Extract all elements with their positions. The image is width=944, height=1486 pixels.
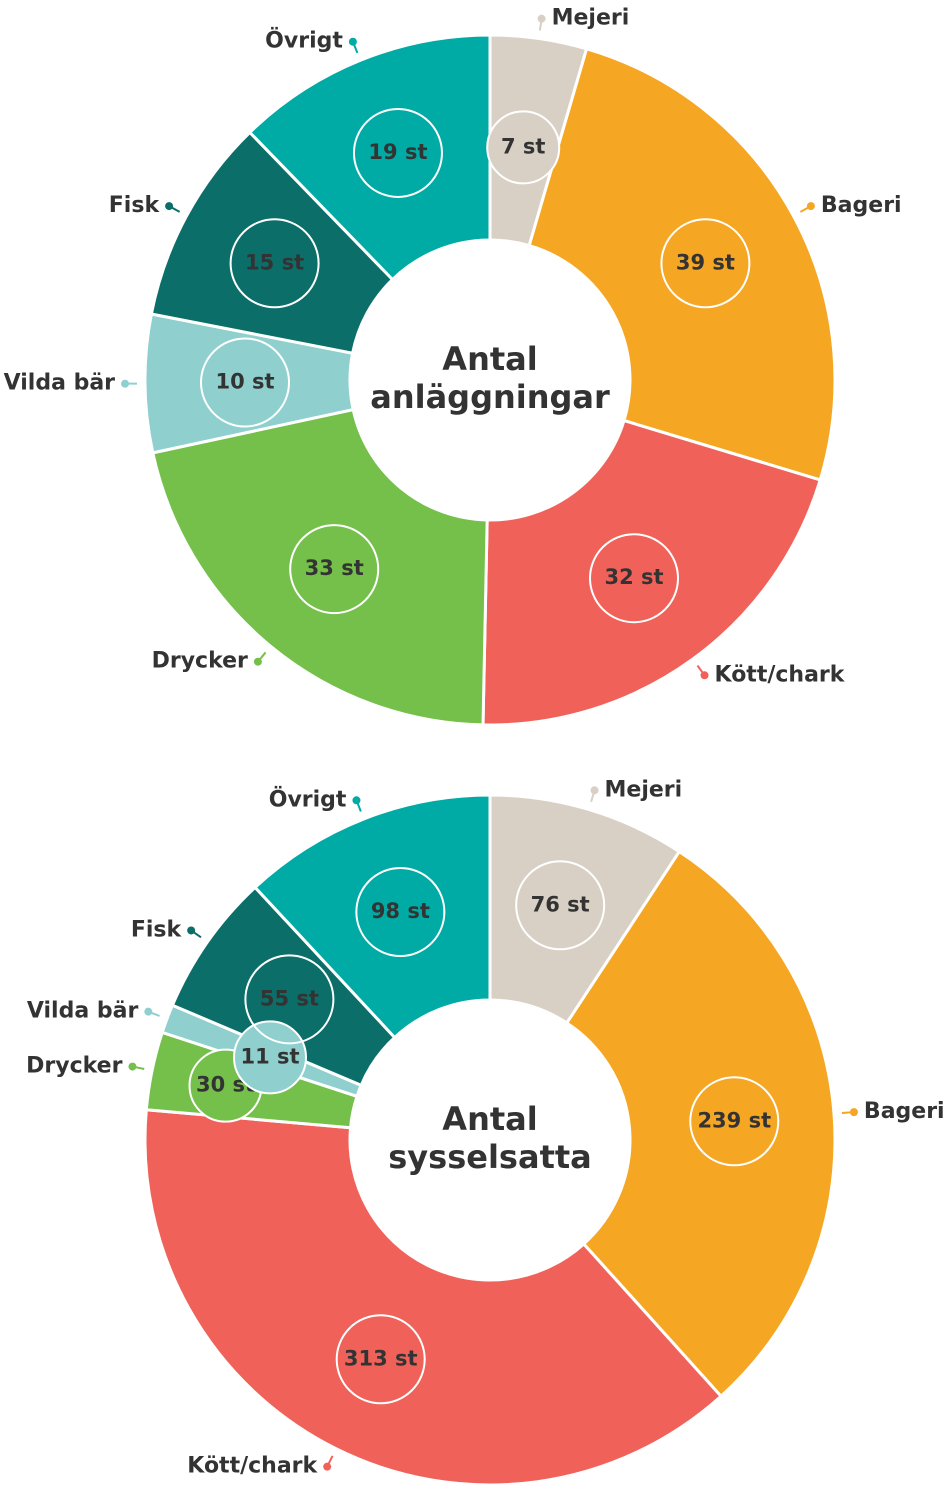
- slice: [150, 407, 489, 727]
- category-label: Mejeri: [552, 6, 630, 31]
- category-label: Kött/chark: [715, 662, 846, 687]
- slice: [143, 1108, 724, 1486]
- leader-dot: [700, 671, 709, 680]
- value-badge: [355, 866, 446, 957]
- leader-dot: [590, 786, 599, 795]
- chart-title: Antal sysselsatta: [388, 1100, 592, 1176]
- leader-dot: [253, 657, 262, 666]
- value-badge: [515, 860, 606, 951]
- leader-dot: [144, 1007, 153, 1016]
- chart-title: Antal anläggningar: [370, 340, 610, 416]
- value-label: 7 st: [501, 134, 545, 158]
- value-badge: [589, 533, 680, 624]
- slice: [149, 130, 395, 355]
- value-label: 33 st: [305, 556, 364, 580]
- category-label: Kött/chark: [187, 1454, 318, 1479]
- value-badge: [244, 954, 335, 1045]
- leader-dot: [806, 202, 815, 211]
- value-label: 239 st: [697, 1108, 771, 1132]
- category-label: Drycker: [26, 1054, 122, 1079]
- category-label: Fisk: [109, 193, 161, 218]
- leader-dot: [165, 202, 174, 211]
- value-label: 10 st: [215, 369, 274, 393]
- leader-dot: [849, 1108, 858, 1117]
- leader-dot: [352, 796, 361, 805]
- slice: [481, 418, 823, 727]
- value-badge: [233, 1020, 308, 1095]
- value-badge: [689, 1076, 780, 1167]
- leader-dot: [537, 14, 546, 23]
- category-label: Övrigt: [265, 28, 343, 54]
- category-label: Vilda bär: [27, 999, 139, 1024]
- value-label: 11 st: [240, 1044, 299, 1068]
- value-label: 98 st: [371, 899, 430, 923]
- value-badge: [352, 107, 443, 198]
- value-badge: [289, 524, 380, 615]
- category-label: Fisk: [131, 917, 183, 942]
- slice: [527, 46, 837, 482]
- slice: [252, 793, 492, 1040]
- value-badge: [486, 110, 561, 185]
- value-label: 313 st: [344, 1346, 418, 1370]
- category-label: Mejeri: [605, 777, 683, 802]
- value-badge: [200, 337, 291, 428]
- leader-dot: [128, 1062, 137, 1071]
- slice: [247, 33, 492, 282]
- leader-dot: [187, 926, 196, 935]
- value-badge: [335, 1314, 426, 1405]
- slice: [564, 849, 837, 1399]
- leader-dot: [348, 37, 357, 46]
- value-badge: [660, 218, 751, 309]
- value-badge: [229, 218, 320, 309]
- value-label: 32 st: [604, 565, 663, 589]
- value-label: 15 st: [245, 250, 304, 274]
- value-label: 55 st: [260, 986, 319, 1010]
- value-label: 19 st: [368, 140, 427, 164]
- category-label: Bageri: [821, 193, 902, 218]
- leader-dot: [323, 1462, 332, 1471]
- category-label: Bageri: [864, 1099, 944, 1124]
- category-label: Vilda bär: [4, 371, 116, 396]
- value-label: 39 st: [676, 250, 735, 274]
- value-label: 76 st: [531, 892, 590, 916]
- category-label: Drycker: [152, 649, 248, 674]
- leader-dot: [121, 379, 130, 388]
- category-label: Övrigt: [269, 786, 347, 812]
